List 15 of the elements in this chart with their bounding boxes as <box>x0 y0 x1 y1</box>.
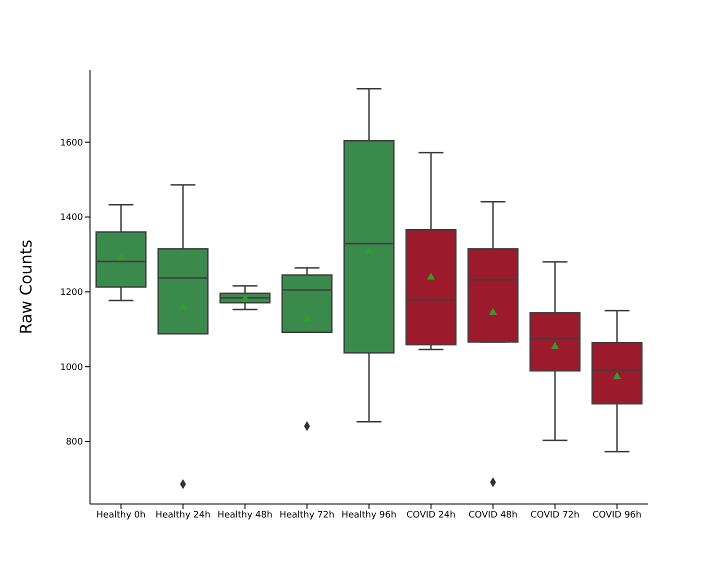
x-tick-label: Healthy 96h <box>342 510 396 520</box>
y-tick-label: 1400 <box>60 213 84 224</box>
x-tick-label: Healthy 48h <box>218 510 272 520</box>
y-tick-label: 800 <box>66 438 84 448</box>
y-tick-label: 1200 <box>60 288 84 298</box>
y-tick-label: 1000 <box>60 362 84 373</box>
x-tick-label: Healthy 72h <box>280 510 334 520</box>
x-tick-label: COVID 48h <box>468 510 518 520</box>
x-tick-label: COVID 72h <box>530 510 580 520</box>
y-axis-title: Raw Counts <box>16 240 36 334</box>
y-tick-label: 1600 <box>60 138 84 148</box>
x-tick-label: Healthy 0h <box>96 510 146 520</box>
x-tick-label: COVID 24h <box>406 510 456 520</box>
x-tick-label: Healthy 24h <box>156 510 210 520</box>
x-tick-label: COVID 96h <box>592 510 642 520</box>
